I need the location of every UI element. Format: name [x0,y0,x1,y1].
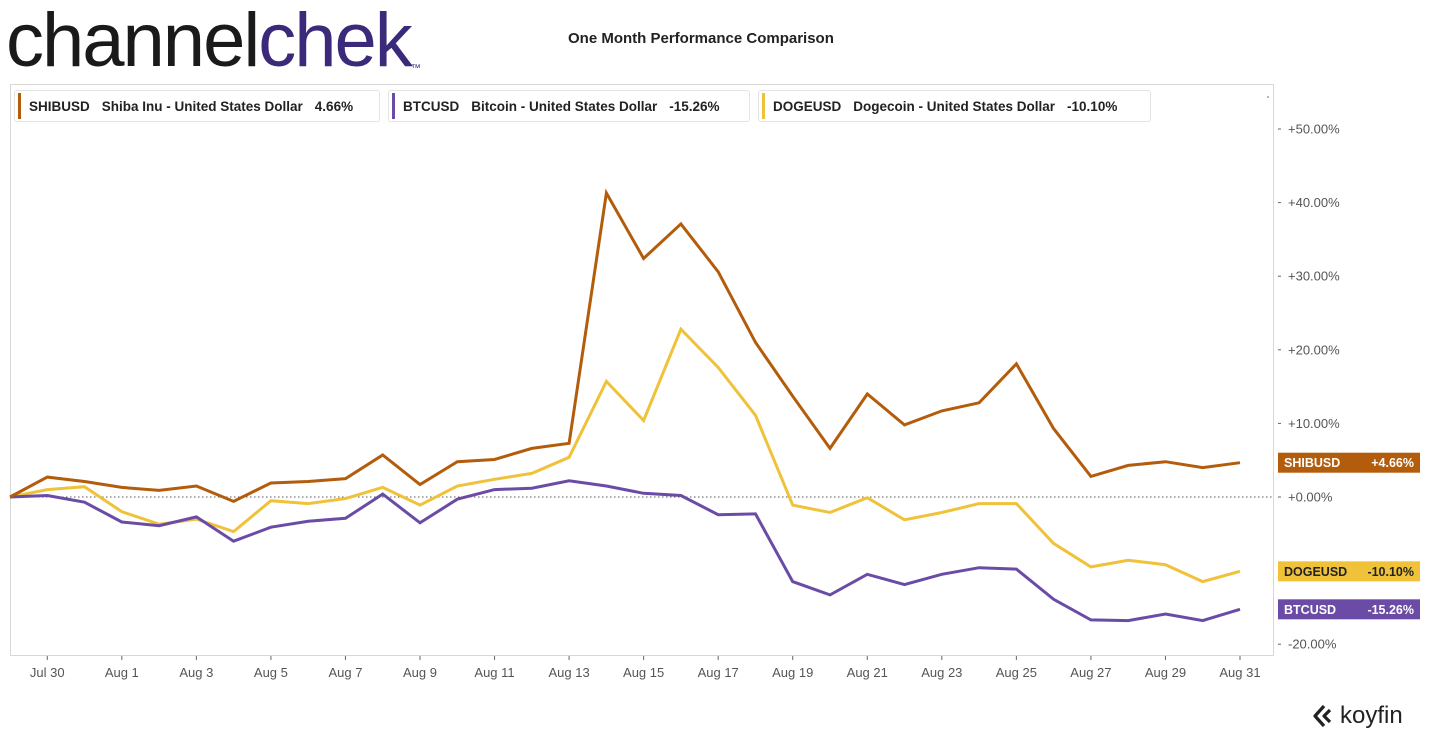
end-tag-background [1278,452,1420,473]
end-tag-symbol: SHIBUSD [1284,456,1340,470]
y-tick-label: +20.00% [1288,342,1340,357]
end-tag-dogeusd: DOGEUSD -10.10% [1278,561,1420,582]
x-tick-label: Aug 13 [548,665,589,680]
end-tag-symbol: BTCUSD [1284,603,1336,617]
legend-color-swatch [392,93,395,119]
legend-item-shibusd[interactable]: SHIBUSD Shiba Inu - United States Dollar… [14,90,380,122]
series-line-dogeusd [9,326,1241,584]
chart-frame [10,84,1274,656]
x-tick-label: Aug 19 [772,665,813,680]
x-tick-label: Aug 3 [179,665,213,680]
legend-name: Shiba Inu - United States Dollar [101,98,303,114]
koyfin-brand: koyfin [1312,702,1403,730]
legend-pct: -15.26% [669,98,720,114]
end-tag-btcusd: BTCUSD -15.26% [1278,599,1420,620]
legend-item-btcusd[interactable]: BTCUSD Bitcoin - United States Dollar -1… [388,90,750,122]
page-title: One Month Performance Comparison [568,30,834,47]
x-tick-label: Jul 30 [30,665,65,680]
y-tick-label: +30.00% [1288,269,1340,284]
legend-symbol: BTCUSD [403,98,460,114]
channelchek-logo: channelchek™ [6,0,421,86]
end-tag-symbol: DOGEUSD [1284,565,1347,579]
logo-text-1: channel [6,0,260,83]
x-tick-label: Aug 17 [698,665,739,680]
end-tag-value: +4.66% [1371,456,1414,470]
logo-trademark: ™ [410,63,421,74]
x-tick-label: Aug 7 [328,665,362,680]
y-tick-label: -20.00% [1288,637,1337,652]
x-tick-label: Aug 27 [1070,665,1111,680]
end-tag-value: -10.10% [1367,565,1414,579]
end-tag-shibusd: SHIBUSD +4.66% [1278,452,1420,473]
x-tick-label: Aug 21 [847,665,888,680]
series-line-shibusd [9,188,1241,504]
legend-name: Dogecoin - United States Dollar [853,98,1056,114]
series-line-btcusd [9,479,1241,623]
brand-name: koyfin [1340,702,1403,729]
x-tick-label: Aug 15 [623,665,664,680]
x-tick-label: Aug 23 [921,665,962,680]
y-tick-label: +0.00% [1288,490,1333,505]
x-tick-label: Aug 11 [474,665,514,680]
x-tick-label: Aug 25 [996,665,1037,680]
legend-item-dogeusd[interactable]: DOGEUSD Dogecoin - United States Dollar … [758,90,1151,122]
legend-pct: 4.66% [314,98,354,114]
legend-symbol: SHIBUSD [29,98,90,114]
y-tick-label: +10.00% [1288,416,1340,431]
legend-color-swatch [762,93,765,119]
y-tick-label: +40.00% [1288,195,1340,210]
end-tag-value: -15.26% [1367,603,1414,617]
koyfin-logo-icon [1313,704,1332,728]
end-tag-background [1278,599,1420,620]
legend-symbol: DOGEUSD [773,98,842,114]
x-tick-label: Aug 1 [105,665,139,680]
logo-text-2: chek [258,0,413,83]
legend-color-swatch [18,93,21,119]
legend-pct: -10.10% [1067,98,1118,114]
x-tick-label: Aug 31 [1219,665,1260,680]
x-tick-label: Aug 29 [1145,665,1186,680]
end-tag-background [1278,561,1420,582]
x-tick-label: Aug 9 [403,665,437,680]
legend-name: Bitcoin - United States Dollar [471,98,658,114]
x-tick-label: Aug 5 [254,665,288,680]
axis-dot [1267,96,1269,98]
y-tick-label: +50.00% [1288,122,1340,137]
